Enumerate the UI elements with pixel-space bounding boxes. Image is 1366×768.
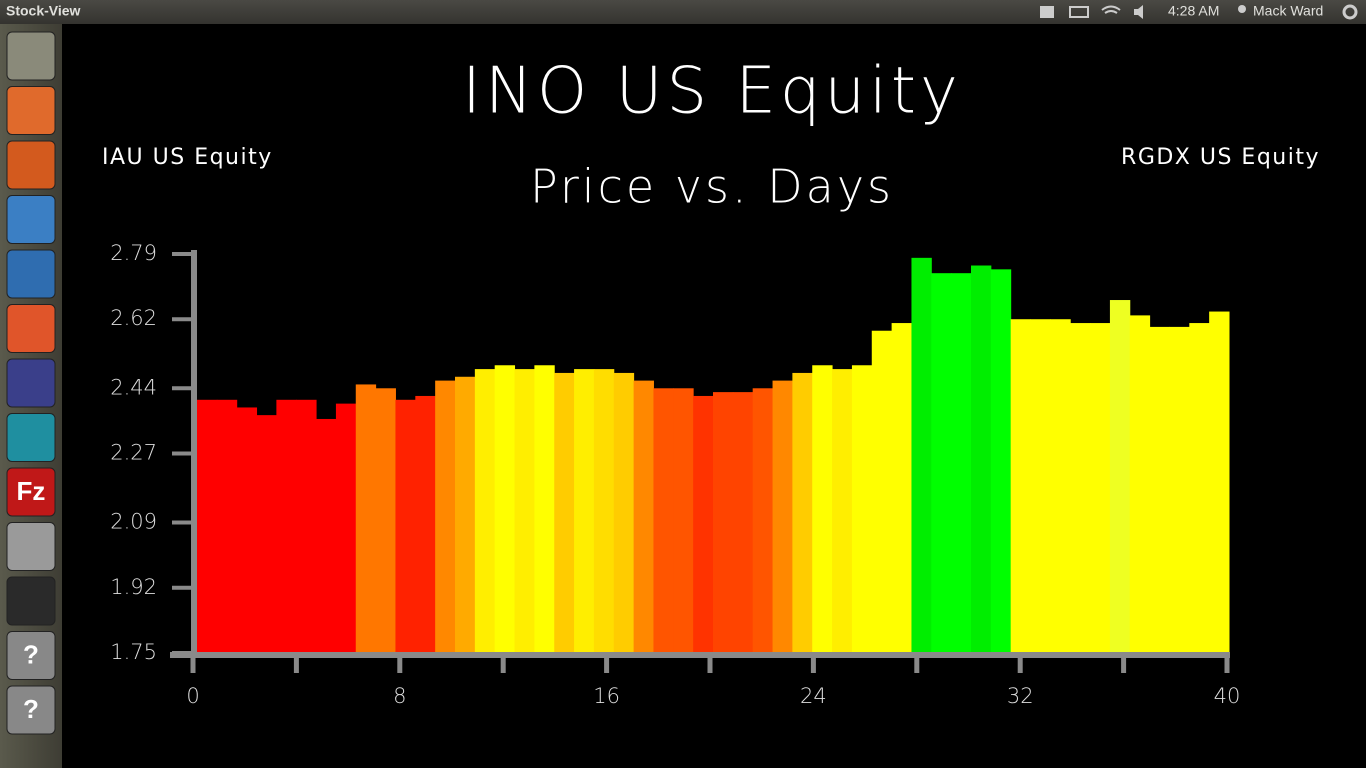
y-tick-label: 2.79 xyxy=(110,241,157,265)
battery-icon[interactable] xyxy=(1069,6,1089,18)
y-tick-label: 1.92 xyxy=(110,575,157,599)
user-name[interactable]: Mack Ward xyxy=(1253,3,1323,19)
launcher-icon[interactable] xyxy=(6,358,56,408)
launcher-icon[interactable] xyxy=(6,413,56,462)
y-tick-label: 2.62 xyxy=(110,306,157,330)
bar xyxy=(276,399,297,653)
bar xyxy=(990,269,1012,653)
bar xyxy=(1189,323,1210,653)
x-tick-label: 0 xyxy=(186,684,199,708)
launcher-icon[interactable] xyxy=(6,304,56,353)
bar xyxy=(693,395,714,653)
bar xyxy=(1169,326,1190,653)
launcher-icon[interactable] xyxy=(6,86,56,135)
bar xyxy=(752,388,774,653)
bar xyxy=(415,395,436,653)
x-tick-label: 40 xyxy=(1214,684,1241,708)
bar xyxy=(931,273,952,653)
chart: INO US Equity Price vs. Days IAU US Equi… xyxy=(102,55,1320,709)
right-label[interactable]: RGDX US Equity xyxy=(1121,145,1320,170)
launcher-icon[interactable] xyxy=(6,195,56,244)
bar xyxy=(851,365,873,653)
launcher-icon[interactable] xyxy=(6,522,56,571)
bar xyxy=(494,365,516,653)
bar xyxy=(1030,319,1051,653)
launcher-icon[interactable] xyxy=(6,249,56,299)
bar xyxy=(335,403,357,653)
chart-subtitle: Price vs. Days xyxy=(530,160,894,214)
bar xyxy=(593,369,615,653)
bar xyxy=(633,380,654,653)
bar xyxy=(514,369,535,653)
bar xyxy=(891,323,912,653)
launcher-icon[interactable] xyxy=(6,31,56,81)
bar xyxy=(911,257,932,653)
bar xyxy=(653,388,674,653)
bar xyxy=(1070,323,1091,653)
bar xyxy=(395,399,416,653)
bar xyxy=(792,372,813,653)
wifi-icon[interactable] xyxy=(1101,5,1121,14)
launcher-icon-label: ? xyxy=(23,639,39,669)
bar xyxy=(355,384,377,653)
user-icon xyxy=(1238,5,1246,13)
top-bar xyxy=(0,0,1366,24)
bar xyxy=(713,392,734,653)
launcher-icon[interactable] xyxy=(6,576,56,626)
bar xyxy=(554,372,575,653)
bar xyxy=(1209,311,1230,653)
bar xyxy=(474,369,496,653)
bar xyxy=(435,380,456,653)
bar xyxy=(1109,300,1131,653)
launcher-icon[interactable] xyxy=(6,140,56,190)
bar xyxy=(375,388,396,653)
window-title: Stock-View xyxy=(6,3,81,19)
dropbox-icon[interactable] xyxy=(1040,6,1054,18)
volume-icon[interactable] xyxy=(1134,5,1143,19)
bar xyxy=(296,399,317,653)
x-tick-label: 8 xyxy=(393,684,406,708)
bar xyxy=(1010,319,1032,653)
bar xyxy=(534,365,555,653)
bar xyxy=(256,415,277,653)
bar xyxy=(197,399,218,653)
bar xyxy=(673,388,694,653)
bar xyxy=(812,365,833,653)
launcher-icon[interactable] xyxy=(6,467,56,517)
bar xyxy=(1090,323,1111,653)
bar xyxy=(1129,315,1151,653)
bar xyxy=(772,380,793,653)
y-tick-label: 2.44 xyxy=(110,375,157,399)
x-tick-label: 32 xyxy=(1007,684,1034,708)
launcher-icon[interactable] xyxy=(6,631,56,680)
bar xyxy=(574,369,595,653)
left-label[interactable]: IAU US Equity xyxy=(102,145,273,170)
bar xyxy=(236,407,258,653)
launcher-icon-label: Fz xyxy=(17,476,46,506)
bar xyxy=(455,376,476,653)
bar xyxy=(316,418,337,653)
bar xyxy=(1050,319,1071,653)
bar xyxy=(971,265,992,653)
bar xyxy=(871,330,893,653)
bar xyxy=(1149,326,1170,653)
launcher-icon[interactable] xyxy=(6,685,56,735)
bar xyxy=(613,372,635,653)
y-tick-label: 1.75 xyxy=(110,640,157,664)
y-tick-label: 2.09 xyxy=(110,510,157,534)
x-tick-label: 16 xyxy=(593,684,620,708)
x-tick-label: 24 xyxy=(800,684,827,708)
bar xyxy=(732,392,754,653)
bar xyxy=(216,399,238,653)
launcher-icons: Fz?? xyxy=(6,31,56,735)
launcher-icon-label: ? xyxy=(23,694,39,724)
clock[interactable]: 4:28 AM xyxy=(1168,3,1219,19)
settings-icon[interactable] xyxy=(1342,4,1358,20)
y-tick-label: 2.27 xyxy=(110,441,157,465)
chart-title: INO US Equity xyxy=(462,55,962,129)
bar xyxy=(951,273,972,653)
bar xyxy=(832,369,853,653)
